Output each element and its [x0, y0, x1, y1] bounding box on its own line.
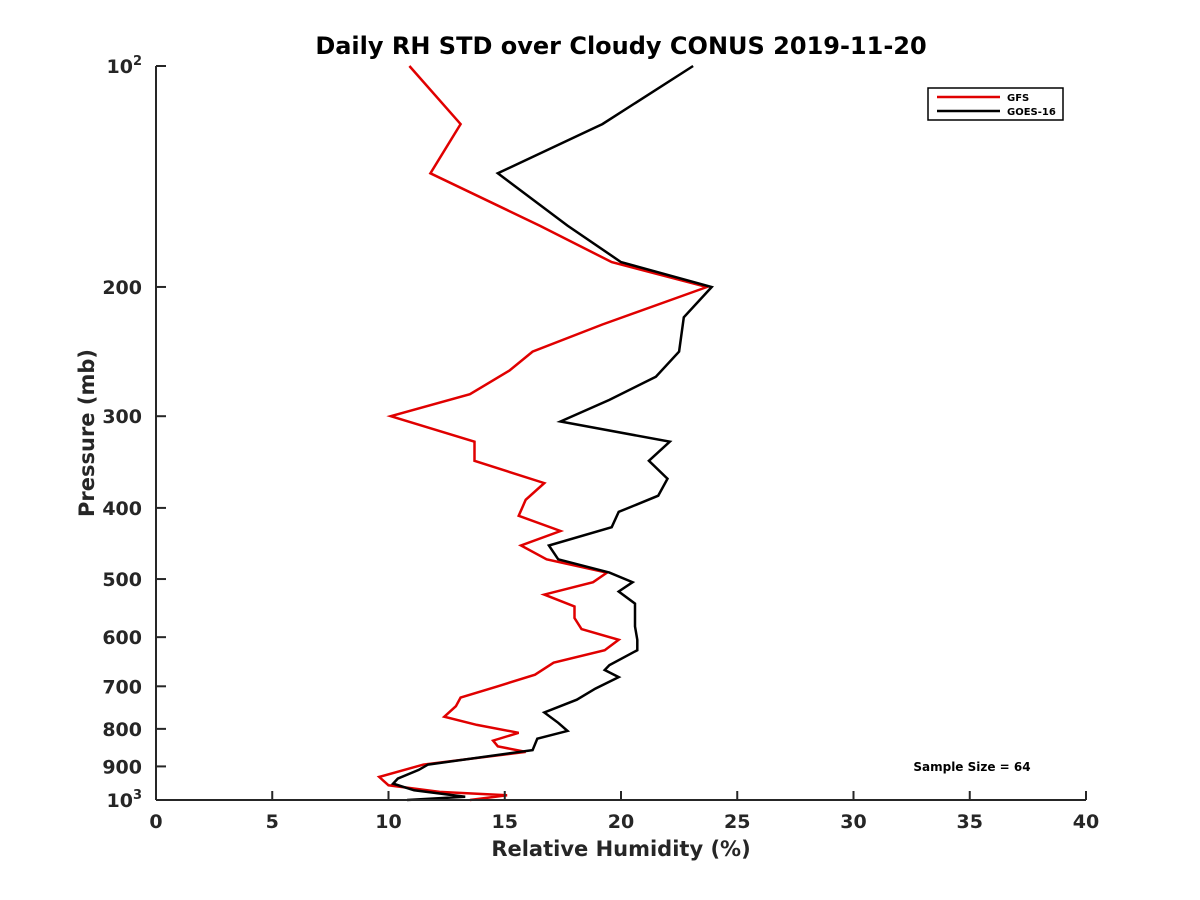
y-tick-label: 900	[102, 756, 142, 778]
x-tick-label: 5	[266, 811, 279, 833]
series-line-gfs	[376, 65, 712, 802]
y-tick-label: 300	[102, 406, 142, 428]
y-tick-label: 700	[102, 676, 142, 698]
legend-label-goes-16: GOES-16	[1007, 107, 1056, 118]
sample-size-annotation: Sample Size = 64	[913, 760, 1030, 774]
legend-box	[927, 87, 1064, 121]
y-tick-label: 103	[107, 788, 143, 812]
chart-title: Daily RH STD over Cloudy CONUS 2019-11-2…	[315, 32, 926, 60]
series-layer	[376, 64, 715, 802]
x-tick-label: 35	[957, 811, 983, 833]
y-tick-label: 200	[102, 277, 142, 299]
x-tick-label: 10	[375, 811, 401, 833]
x-tick-label: 0	[149, 811, 162, 833]
x-tick-label: 40	[1073, 811, 1099, 833]
y-tick-label: 500	[102, 569, 142, 591]
x-axis-label: Relative Humidity (%)	[491, 837, 750, 861]
x-tick-label: 30	[840, 811, 866, 833]
y-tick-label: 800	[102, 719, 142, 741]
y-tick-label: 400	[102, 498, 142, 520]
y-tick-label: 600	[102, 627, 142, 649]
y-tick-label: 102	[107, 54, 143, 78]
x-tick-label: 20	[608, 811, 634, 833]
series-line-goes-16	[390, 64, 715, 802]
legend: GFS GOES-16	[927, 87, 1064, 121]
x-tick-label: 15	[492, 811, 518, 833]
y-axis-label: Pressure (mb)	[75, 349, 99, 517]
x-tick-label: 25	[724, 811, 750, 833]
axes-layer: 0 5 10 15 20 25 30 35 40 102 200 300 400 500 600 700 800…	[102, 54, 1099, 833]
legend-label-gfs: GFS	[1007, 93, 1029, 104]
